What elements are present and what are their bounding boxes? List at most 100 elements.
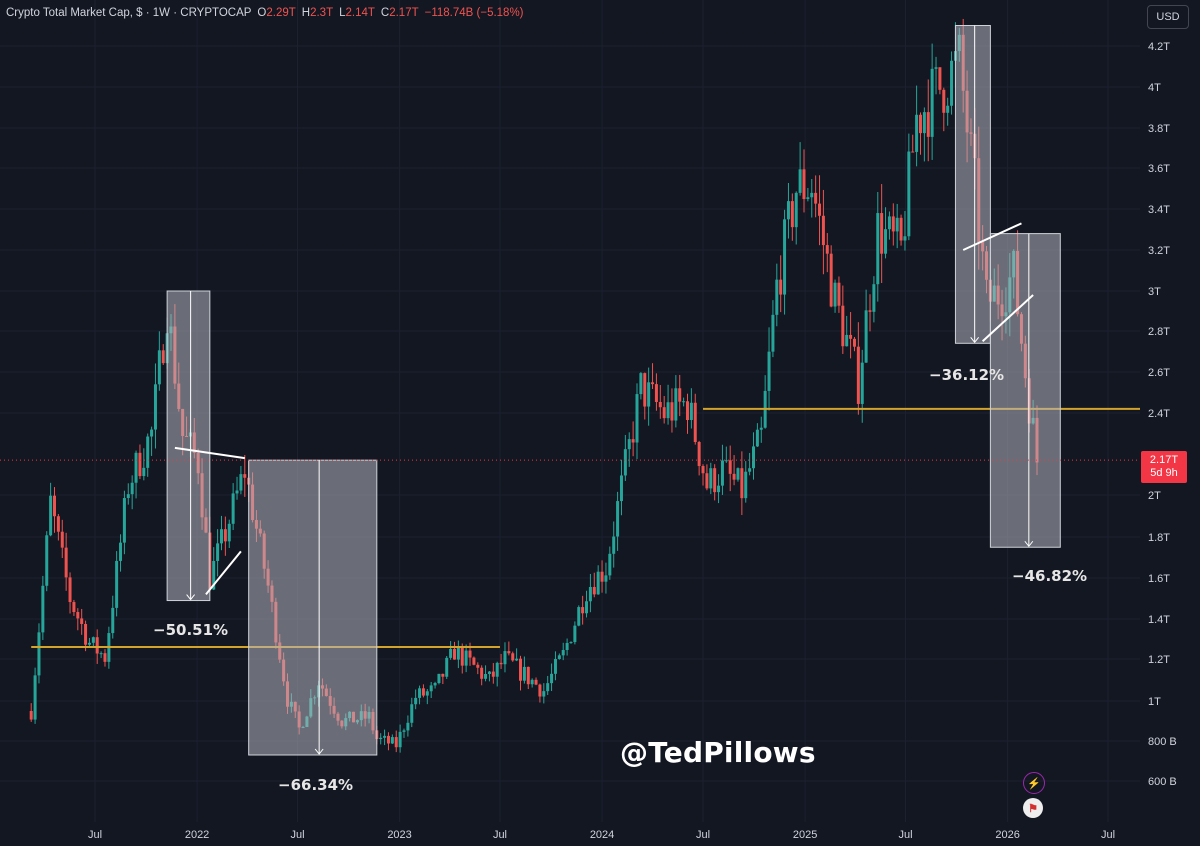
us-flag-icon[interactable]: ⚑ <box>1023 798 1043 818</box>
drawdown-box <box>248 459 378 756</box>
candle-body <box>231 493 235 524</box>
candle-body <box>153 384 157 430</box>
drawdown-label-3: −36.12% <box>929 366 1005 384</box>
candle-body <box>837 282 841 306</box>
candle-body <box>786 201 790 220</box>
candle-body <box>138 452 142 477</box>
candle-body <box>895 217 899 232</box>
lightning-icon[interactable]: ⚡ <box>1023 772 1045 794</box>
candle-body <box>414 697 418 705</box>
candle-body <box>701 466 705 474</box>
trendline <box>962 222 1022 251</box>
candle-body <box>503 651 507 665</box>
candle-body <box>499 662 503 665</box>
y-tick-label: 800 B <box>1148 736 1177 748</box>
candle-body <box>619 475 623 502</box>
candle-body <box>557 655 561 660</box>
candle-body <box>856 346 860 404</box>
x-tick-label: Jul <box>88 829 102 841</box>
candle-body <box>390 737 394 744</box>
y-tick-label: 600 B <box>1148 776 1177 788</box>
candle-body <box>553 659 557 674</box>
candle-body <box>616 501 620 537</box>
candle-body <box>651 382 655 385</box>
candle-body <box>794 192 798 228</box>
candle-body <box>526 666 530 685</box>
candle-body <box>891 216 895 232</box>
candle-body <box>103 653 107 662</box>
candle-body <box>126 494 130 499</box>
candle-body <box>445 657 449 677</box>
x-tick-label: Jul <box>290 829 304 841</box>
candle-body <box>243 474 247 478</box>
candle-body <box>122 498 126 543</box>
candle-body <box>802 169 806 200</box>
candle-body <box>212 560 216 590</box>
close-value: 2.17T <box>389 7 419 19</box>
candle-body <box>115 560 119 608</box>
candle-body <box>841 305 845 347</box>
candle-body <box>449 648 453 658</box>
x-tick-label: Jul <box>1101 829 1115 841</box>
drawdown-boxes <box>166 25 1061 756</box>
candle-body <box>142 467 146 477</box>
candle-body <box>134 452 138 483</box>
y-tick-label: 4T <box>1148 82 1161 94</box>
symbol-title: Crypto Total Market Cap, $ · 1W · CRYPTO… <box>6 7 252 19</box>
trendlines <box>174 222 1034 596</box>
bar-countdown: 5d 9h <box>1150 467 1178 479</box>
x-tick-label: 2025 <box>793 829 817 841</box>
candle-body <box>744 471 748 499</box>
candle-body <box>685 401 689 421</box>
y-tick-label: 2T <box>1148 490 1161 502</box>
candle-body <box>748 468 752 472</box>
candle-body <box>379 737 383 740</box>
candle-body <box>550 673 554 684</box>
candle-body <box>157 350 161 385</box>
candle-body <box>76 612 80 619</box>
candle-body <box>790 201 794 228</box>
candle-body <box>845 334 849 347</box>
candle-body <box>926 112 930 137</box>
candle-body <box>150 429 154 437</box>
y-tick-label: 4.2T <box>1148 41 1170 53</box>
x-tick-label: 2026 <box>995 829 1019 841</box>
last-price-tag: 2.17T 5d 9h <box>1141 451 1187 483</box>
candle-body <box>720 460 724 486</box>
y-tick-label: 2.4T <box>1148 408 1170 420</box>
candle-body <box>219 529 223 544</box>
candle-body <box>639 373 643 395</box>
candle-body <box>604 575 608 582</box>
currency-button[interactable]: USD <box>1147 5 1189 29</box>
candle-body <box>406 722 410 731</box>
candle-body <box>783 219 787 295</box>
y-tick-label: 3.4T <box>1148 204 1170 216</box>
candle-body <box>705 473 709 489</box>
candle-body <box>724 460 728 462</box>
candle-body <box>903 236 907 241</box>
candle-body <box>755 429 759 447</box>
candle-body <box>460 647 464 666</box>
candle-body <box>600 571 604 582</box>
candle-body <box>41 585 45 633</box>
candle-body <box>119 542 123 561</box>
candle-body <box>918 114 922 134</box>
candle-body <box>37 632 41 676</box>
open-label: O <box>257 7 267 19</box>
candle-body <box>569 642 573 644</box>
candle-body <box>709 468 713 489</box>
candle-body <box>161 350 165 364</box>
candle-body <box>433 683 437 686</box>
y-tick-label: 3.6T <box>1148 163 1170 175</box>
y-axis: 4.2T 4T 3.8T 3.6T 3.4T 3.2T 3T 2.8T 2.6T 2.4T 2T 1.… <box>1148 41 1177 788</box>
candle-body <box>775 279 779 315</box>
candle-body <box>740 468 744 499</box>
candle-body <box>767 351 771 391</box>
drawdown-arrowhead <box>186 594 196 601</box>
candle-body <box>876 213 880 285</box>
candle-body <box>581 607 585 614</box>
candle-body <box>852 338 856 347</box>
drawdown-arrowhead <box>314 748 324 755</box>
candle-body <box>60 531 64 548</box>
